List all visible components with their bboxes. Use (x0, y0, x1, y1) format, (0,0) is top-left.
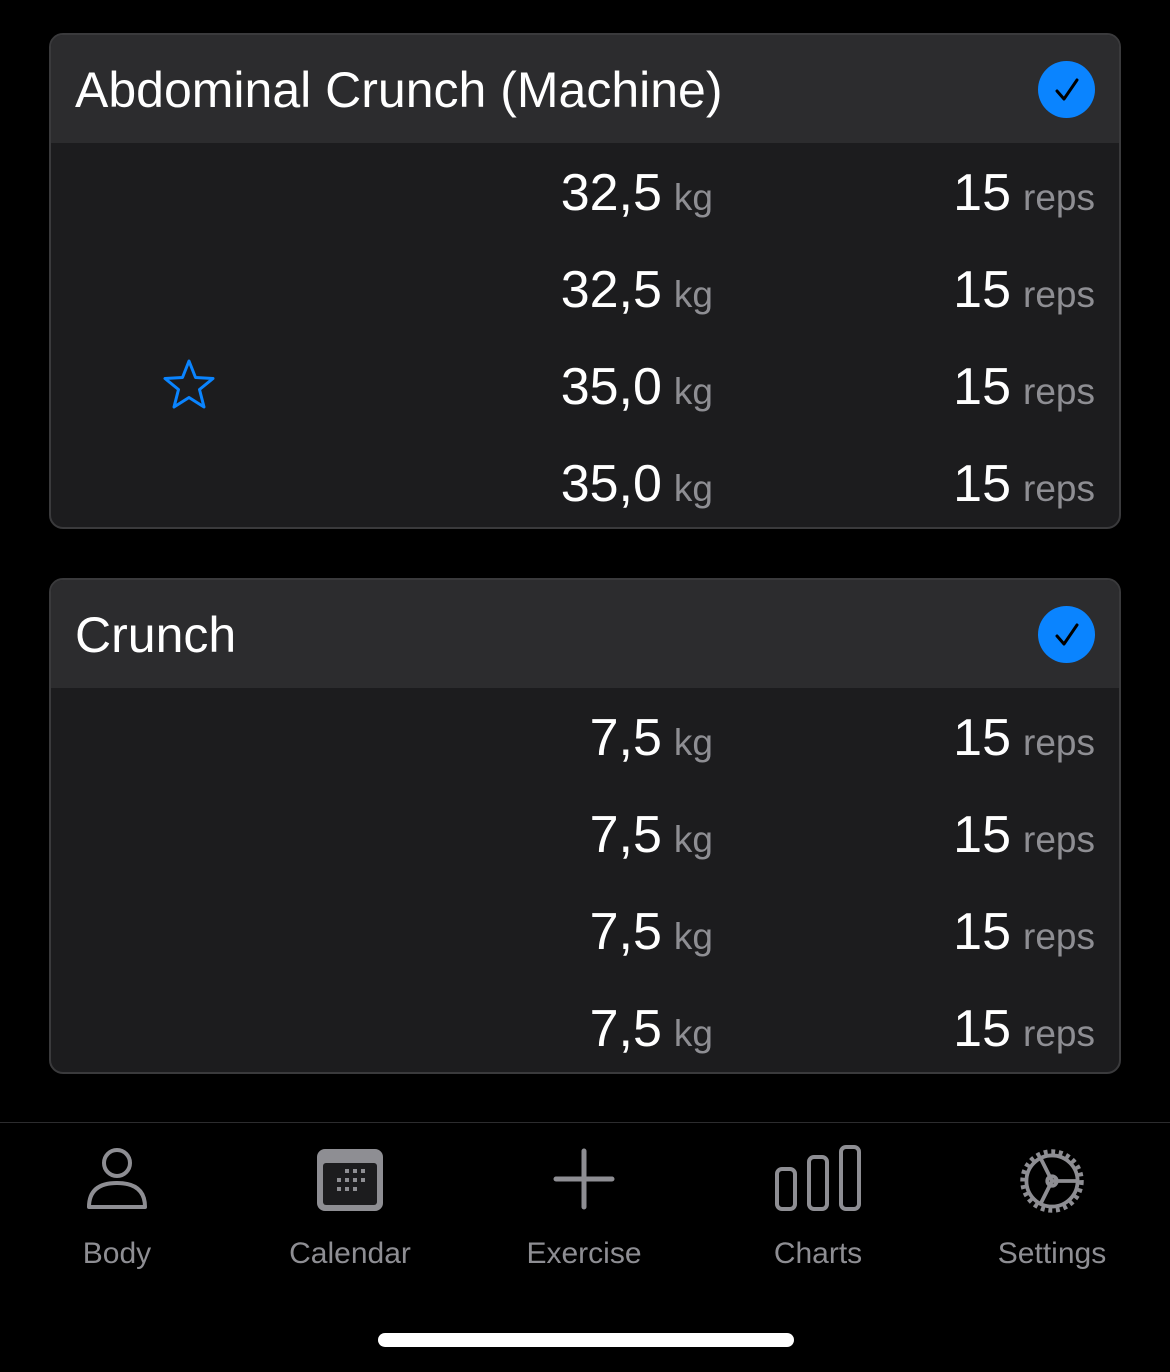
reps-value: 15 (953, 709, 1012, 767)
set-row[interactable]: 7,5 kg 15 reps (51, 785, 1119, 882)
set-reps: 15 reps (953, 902, 1095, 962)
set-reps: 15 reps (953, 454, 1095, 514)
reps-unit: reps (1023, 177, 1095, 218)
set-weight: 7,5 kg (590, 708, 713, 768)
tab-label: Exercise (526, 1237, 642, 1270)
set-reps: 15 reps (953, 805, 1095, 865)
set-weight: 7,5 kg (590, 805, 713, 865)
set-row[interactable]: 35,0 kg 15 reps (51, 434, 1119, 527)
set-row[interactable]: 7,5 kg 15 reps (51, 688, 1119, 785)
tab-label: Calendar (289, 1237, 411, 1270)
weight-value: 35,0 (560, 358, 662, 416)
set-reps: 15 reps (953, 999, 1095, 1059)
weight-value: 35,0 (560, 455, 662, 513)
set-reps: 15 reps (953, 708, 1095, 768)
exercise-name: Crunch (75, 607, 237, 663)
tab-label: Body (82, 1237, 152, 1270)
weight-value: 7,5 (589, 806, 662, 864)
reps-unit: reps (1023, 819, 1095, 860)
weight-unit: kg (673, 274, 713, 315)
weight-unit: kg (673, 819, 713, 860)
set-weight: 32,5 kg (561, 260, 713, 320)
weight-value: 7,5 (589, 1000, 662, 1058)
exercise-name: Abdominal Crunch (Machine) (75, 62, 723, 118)
tab-label: Charts (773, 1237, 863, 1270)
person-icon (87, 1148, 147, 1209)
tab-body[interactable]: Body (17, 1145, 217, 1271)
tab-charts[interactable]: Charts (718, 1145, 918, 1271)
tab-exercise[interactable]: Exercise (484, 1145, 684, 1271)
set-weight: 35,0 kg (561, 357, 713, 417)
weight-unit: kg (673, 916, 713, 957)
tab-settings[interactable]: Settings (952, 1145, 1152, 1271)
set-row[interactable]: 35,0 kg 15 reps (51, 337, 1119, 434)
set-weight: 7,5 kg (590, 999, 713, 1059)
reps-unit: reps (1023, 722, 1095, 763)
reps-value: 15 (953, 164, 1012, 222)
tab-calendar[interactable]: Calendar (250, 1145, 450, 1271)
weight-value: 32,5 (560, 164, 662, 222)
set-row[interactable]: 7,5 kg 15 reps (51, 979, 1119, 1072)
weight-value: 7,5 (589, 903, 662, 961)
tab-label: Settings (997, 1237, 1107, 1270)
reps-value: 15 (953, 261, 1012, 319)
set-row[interactable]: 32,5 kg 15 reps (51, 143, 1119, 240)
reps-value: 15 (953, 455, 1012, 513)
exercise-header[interactable]: Crunch (51, 580, 1119, 688)
tab-bar: Body Calendar Exercise Charts Settings (0, 1122, 1170, 1372)
set-row[interactable]: 32,5 kg 15 reps (51, 240, 1119, 337)
set-weight: 35,0 kg (561, 454, 713, 514)
set-reps: 15 reps (953, 357, 1095, 417)
weight-value: 7,5 (589, 709, 662, 767)
completed-checkmark-icon[interactable] (1038, 61, 1095, 118)
set-weight: 7,5 kg (590, 902, 713, 962)
weight-unit: kg (673, 1013, 713, 1054)
calendar-icon (317, 1149, 383, 1211)
exercise-header[interactable]: Abdominal Crunch (Machine) (51, 35, 1119, 143)
gear-icon (1020, 1149, 1084, 1213)
weight-unit: kg (673, 371, 713, 412)
home-indicator[interactable] (378, 1333, 794, 1347)
reps-unit: reps (1023, 371, 1095, 412)
set-reps: 15 reps (953, 260, 1095, 320)
weight-value: 32,5 (560, 261, 662, 319)
reps-unit: reps (1023, 1013, 1095, 1054)
chart-bars-icon (775, 1145, 861, 1211)
completed-checkmark-icon[interactable] (1038, 606, 1095, 663)
weight-unit: kg (673, 177, 713, 218)
set-row[interactable]: 7,5 kg 15 reps (51, 882, 1119, 979)
reps-unit: reps (1023, 916, 1095, 957)
exercise-card[interactable]: Crunch 7,5 kg 15 reps 7,5 kg 15 reps 7,5 kg 15 r… (49, 578, 1121, 1074)
reps-unit: reps (1023, 274, 1095, 315)
set-weight: 32,5 kg (561, 163, 713, 223)
reps-value: 15 (953, 806, 1012, 864)
reps-value: 15 (953, 1000, 1012, 1058)
set-reps: 15 reps (953, 163, 1095, 223)
weight-unit: kg (673, 722, 713, 763)
reps-value: 15 (953, 903, 1012, 961)
reps-unit: reps (1023, 468, 1095, 509)
star-icon (163, 359, 215, 409)
plus-icon (553, 1148, 615, 1210)
reps-value: 15 (953, 358, 1012, 416)
weight-unit: kg (673, 468, 713, 509)
exercise-card[interactable]: Abdominal Crunch (Machine) 32,5 kg 15 reps… (49, 33, 1121, 529)
